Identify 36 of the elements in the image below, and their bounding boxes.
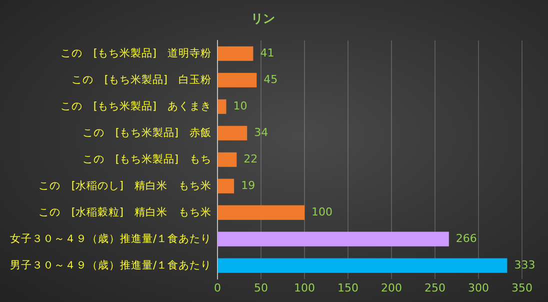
- x-tick-label: 250: [424, 281, 446, 294]
- bar: [218, 72, 257, 88]
- data-label: 266: [456, 232, 477, 245]
- bar: [218, 232, 449, 246]
- data-label: 10: [233, 99, 248, 112]
- bar: [218, 46, 254, 61]
- y-tick-label: この [もち米製品] もち: [82, 152, 212, 166]
- bar: [218, 205, 305, 220]
- data-label: 34: [254, 126, 268, 139]
- bar: [218, 258, 508, 273]
- y-tick-label: この [もち米製品] あくまき: [60, 99, 212, 112]
- x-tick-label: 200: [381, 281, 402, 294]
- x-tick-label: 0: [214, 281, 222, 294]
- bar: [218, 99, 226, 114]
- y-tick-label: この [水稲のし] 精白米 もち米: [38, 178, 212, 192]
- y-tick-label: この [もち米製品] 赤飯: [82, 126, 212, 139]
- x-tick-label: 100: [294, 281, 316, 294]
- data-label: 45: [264, 72, 278, 86]
- y-tick-label: この [もち米製品] 道明寺粉: [60, 46, 212, 60]
- data-label: 19: [241, 178, 256, 192]
- x-tick-label: 50: [254, 281, 268, 294]
- y-tick-label: 女子３０～４９（歳）推進量/１食あたり: [10, 232, 212, 245]
- y-tick-label: 男子３０～４９（歳）推進量/１食あたり: [10, 258, 212, 272]
- data-label: 100: [312, 205, 333, 218]
- chart-title: リン: [251, 11, 275, 26]
- x-tick-label: 150: [338, 281, 359, 294]
- y-tick-label: この [もち米製品] 白玉粉: [71, 72, 212, 86]
- x-tick-label: 350: [512, 281, 532, 294]
- data-label: 333: [514, 258, 536, 272]
- bar: [218, 126, 248, 140]
- x-tick-label: 300: [468, 281, 490, 294]
- bar: [218, 178, 234, 194]
- data-label: 41: [260, 46, 274, 60]
- data-label: 22: [244, 152, 258, 166]
- bar: [218, 152, 237, 167]
- y-tick-label: この [水稲穀粒] 精白米 もち米: [38, 205, 212, 218]
